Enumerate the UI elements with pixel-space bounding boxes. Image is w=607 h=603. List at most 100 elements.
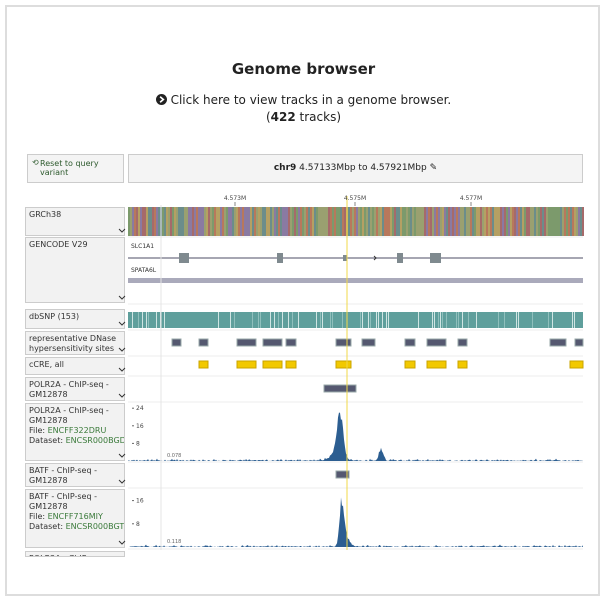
snp — [572, 312, 573, 328]
sequence-stripe — [380, 207, 382, 236]
dhs — [404, 338, 416, 347]
sequence-stripe — [556, 207, 558, 236]
sequence-stripe — [432, 207, 434, 236]
sequence-stripe — [438, 207, 440, 236]
dhs — [171, 338, 182, 347]
sequence-stripe — [494, 207, 496, 236]
min-label: 0.118 — [167, 539, 181, 545]
chevron — [118, 540, 126, 545]
sequence-stripe — [570, 207, 572, 236]
sequence-stripe — [456, 207, 458, 236]
sequence-stripe — [466, 207, 468, 236]
sequence-stripe — [412, 207, 414, 236]
ccre — [426, 360, 447, 369]
exon — [343, 255, 347, 261]
sequence-stripe — [402, 207, 404, 236]
sequence-stripe — [266, 207, 268, 236]
sequence-stripe — [212, 207, 214, 236]
snp — [258, 312, 259, 328]
sequence-stripe — [328, 207, 330, 236]
label-text: GRCh38 — [29, 210, 62, 219]
snp — [434, 312, 435, 328]
sequence-stripe — [250, 207, 252, 236]
reset-text: Reset to query variant — [40, 159, 99, 177]
ccre — [236, 360, 257, 369]
snp — [498, 312, 499, 328]
sequence-stripe — [578, 207, 580, 236]
sequence-stripe — [400, 207, 402, 236]
label-text: dbSNP (153) — [29, 312, 80, 321]
sequence-stripe — [182, 207, 184, 236]
signal — [128, 412, 583, 461]
sequence-stripe — [500, 207, 502, 236]
sequence-stripe — [576, 207, 578, 236]
snp — [438, 312, 439, 328]
sequence-stripe — [358, 207, 360, 236]
track-label: POLR2A - ChIP-seq - GM12878 — [25, 377, 125, 401]
sequence-stripe — [264, 207, 266, 236]
sequence-stripe — [458, 207, 460, 236]
snp — [252, 312, 253, 328]
sequence-stripe — [348, 207, 350, 236]
sequence-stripe — [490, 207, 492, 236]
peak — [323, 384, 357, 393]
sequence-stripe — [352, 207, 354, 236]
sequence-stripe — [326, 207, 328, 236]
sequence-stripe — [564, 207, 566, 236]
label-text: POLR2A - ChIP-seq — [29, 554, 121, 556]
sequence-stripe — [252, 207, 254, 236]
sequence-stripe — [158, 207, 160, 236]
file-line: File: ENCFF716MIY — [29, 512, 121, 522]
track-label: BATF - ChIP-seq - GM12878 — [25, 463, 125, 487]
sequence-stripe — [364, 207, 366, 236]
sequence-stripe — [344, 207, 346, 236]
gene-body — [128, 278, 583, 283]
sequence-stripe — [520, 207, 522, 236]
sequence-stripe — [362, 207, 364, 236]
snp — [322, 312, 323, 328]
snp — [362, 312, 363, 328]
sequence-stripe — [192, 207, 194, 236]
reset-button[interactable]: ⟲ Reset to query variant — [27, 154, 124, 183]
sequence-stripe — [580, 207, 582, 236]
location-box[interactable]: chr9 4.57133Mbp to 4.57921Mbp ✎ — [128, 154, 583, 183]
sequence-stripe — [554, 207, 556, 236]
ccre — [285, 360, 297, 369]
link[interactable]: Click here to view tracks in a genome br… — [155, 93, 451, 107]
snp — [234, 312, 235, 328]
snp — [282, 312, 283, 328]
snp — [342, 312, 343, 328]
sequence-stripe — [454, 207, 456, 236]
sequence-stripe — [310, 207, 312, 236]
snp — [378, 312, 379, 328]
snp — [456, 312, 457, 328]
sequence-stripe — [168, 207, 170, 236]
snp — [446, 312, 447, 328]
dhs — [549, 338, 567, 347]
ccre — [198, 360, 209, 369]
sequence-stripe — [562, 207, 564, 236]
sequence-stripe — [342, 207, 344, 236]
sequence-stripe — [560, 207, 562, 236]
sequence-stripe — [216, 207, 218, 236]
sequence-stripe — [518, 207, 520, 236]
sequence-stripe — [188, 207, 190, 236]
sequence-stripe — [534, 207, 536, 236]
snp — [142, 312, 143, 328]
y-tick-label: 24 — [136, 405, 144, 412]
label-text: BATF - ChIP-seq - GM12878 — [29, 466, 97, 485]
sequence-stripe — [176, 207, 178, 236]
chevron — [118, 393, 126, 398]
snp — [468, 312, 469, 328]
sequence-stripe — [202, 207, 204, 236]
sequence-stripe — [340, 207, 342, 236]
tracks: SLC1A1 SPATA6L 24 16 8 0.078 16 8 0.118 — [128, 196, 584, 550]
sequence-stripe — [154, 207, 156, 236]
sequence-stripe — [240, 207, 242, 236]
sequence-stripe — [414, 207, 416, 236]
sequence-stripe — [382, 207, 384, 236]
sequence-stripe — [324, 207, 326, 236]
sequence-stripe — [162, 207, 164, 236]
sequence-stripe — [464, 207, 466, 236]
